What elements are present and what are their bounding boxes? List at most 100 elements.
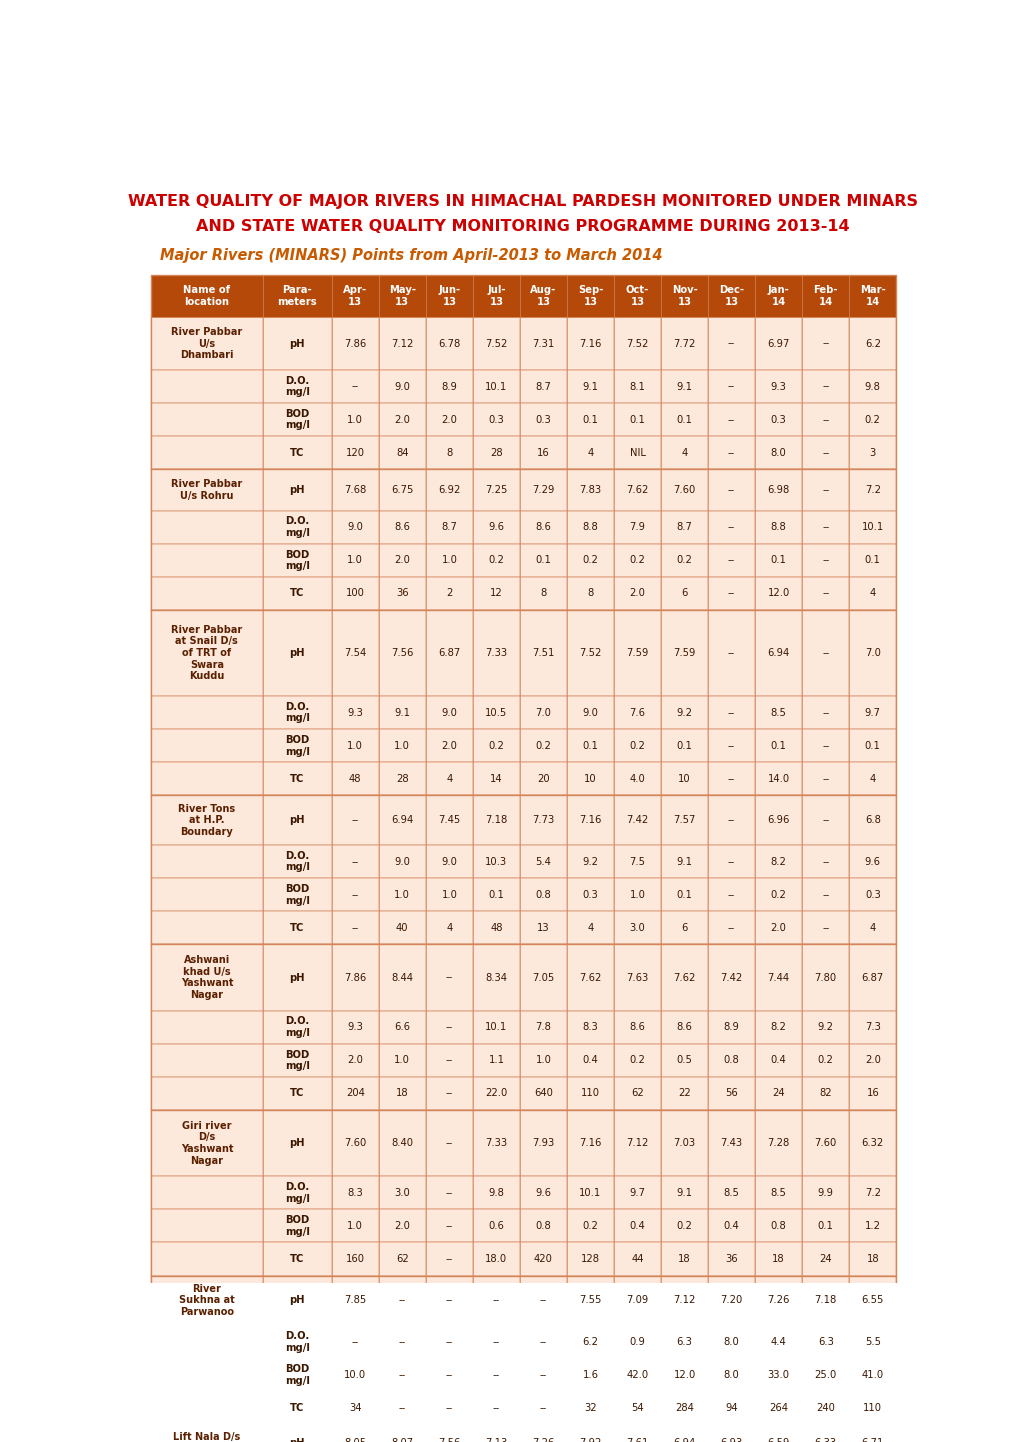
Bar — [613, 577, 660, 610]
Bar — [263, 1276, 331, 1325]
Text: 7.72: 7.72 — [673, 339, 695, 349]
Text: --: -- — [492, 1295, 499, 1305]
Text: BOD
mg/l: BOD mg/l — [284, 884, 310, 906]
Bar — [473, 845, 520, 878]
Text: 7.86: 7.86 — [343, 972, 366, 982]
Bar — [425, 1044, 473, 1077]
Text: 9.7: 9.7 — [864, 708, 880, 718]
Text: 9.0: 9.0 — [394, 857, 410, 867]
Bar — [473, 317, 520, 371]
Text: 110: 110 — [581, 1089, 599, 1099]
Text: 7.29: 7.29 — [532, 485, 554, 495]
Bar — [263, 610, 331, 696]
Bar — [567, 371, 613, 404]
Bar — [567, 1110, 613, 1177]
Bar — [849, 763, 896, 796]
Bar — [331, 1243, 378, 1276]
Bar — [849, 1276, 896, 1325]
Bar — [567, 469, 613, 510]
Bar — [754, 437, 801, 469]
Bar — [331, 696, 378, 730]
Bar — [378, 1011, 425, 1044]
Bar — [613, 1243, 660, 1276]
Bar — [331, 544, 378, 577]
Bar — [425, 1243, 473, 1276]
Bar — [707, 911, 754, 945]
Bar — [801, 1177, 849, 1210]
Bar — [331, 610, 378, 696]
Bar — [520, 1325, 567, 1358]
Text: 8: 8 — [587, 588, 593, 598]
Text: --: -- — [821, 741, 828, 751]
Text: --: -- — [492, 1403, 499, 1413]
Text: 8.9: 8.9 — [723, 1022, 739, 1032]
Bar — [801, 1110, 849, 1177]
Text: 7.6: 7.6 — [629, 708, 645, 718]
Bar — [263, 437, 331, 469]
Text: 9.2: 9.2 — [582, 857, 598, 867]
Bar — [801, 1210, 849, 1243]
Bar — [849, 1392, 896, 1425]
Bar — [520, 845, 567, 878]
Text: 128: 128 — [581, 1255, 599, 1265]
Bar — [425, 696, 473, 730]
Text: --: -- — [352, 382, 359, 392]
Bar — [520, 878, 567, 911]
Bar — [520, 577, 567, 610]
Text: 6.3: 6.3 — [676, 1337, 692, 1347]
Text: 28: 28 — [489, 448, 502, 457]
Text: 1.0: 1.0 — [346, 555, 363, 565]
Text: 10.1: 10.1 — [485, 382, 507, 392]
Text: 6.75: 6.75 — [390, 485, 413, 495]
Bar — [849, 911, 896, 945]
Text: 84: 84 — [395, 448, 409, 457]
Bar — [660, 1077, 707, 1110]
Bar — [331, 1177, 378, 1210]
Bar — [520, 610, 567, 696]
Bar — [707, 878, 754, 911]
Text: 94: 94 — [725, 1403, 737, 1413]
Text: 6.94: 6.94 — [390, 815, 413, 825]
Text: 10.0: 10.0 — [343, 1370, 366, 1380]
Bar — [849, 404, 896, 437]
Text: 7.2: 7.2 — [864, 485, 880, 495]
Bar — [425, 510, 473, 544]
Bar — [263, 1392, 331, 1425]
Bar — [707, 1358, 754, 1392]
Text: --: -- — [492, 1370, 499, 1380]
Text: --: -- — [821, 382, 828, 392]
Bar — [660, 437, 707, 469]
Bar — [331, 1044, 378, 1077]
Text: --: -- — [821, 708, 828, 718]
Bar — [263, 1210, 331, 1243]
Bar — [378, 796, 425, 845]
Bar — [151, 1110, 263, 1177]
Text: 13: 13 — [537, 923, 549, 933]
Bar — [520, 1276, 567, 1325]
Text: 56: 56 — [725, 1089, 738, 1099]
Bar — [425, 1358, 473, 1392]
Text: --: -- — [728, 382, 735, 392]
Bar — [567, 404, 613, 437]
Text: 0.2: 0.2 — [676, 1221, 692, 1231]
Bar — [425, 845, 473, 878]
Text: 9.0: 9.0 — [441, 708, 457, 718]
Bar — [263, 371, 331, 404]
Text: D.O.
mg/l: D.O. mg/l — [284, 516, 310, 538]
Text: 264: 264 — [768, 1403, 788, 1413]
Text: 7.80: 7.80 — [814, 972, 836, 982]
Text: D.O.
mg/l: D.O. mg/l — [284, 1017, 310, 1038]
Bar — [378, 1358, 425, 1392]
Text: --: -- — [728, 555, 735, 565]
Bar — [520, 1011, 567, 1044]
Bar — [754, 1425, 801, 1442]
Text: 7.33: 7.33 — [485, 1138, 506, 1148]
Bar — [660, 1177, 707, 1210]
Text: --: -- — [539, 1295, 546, 1305]
Bar — [378, 1243, 425, 1276]
Text: 0.1: 0.1 — [676, 415, 692, 425]
Text: 0.1: 0.1 — [770, 741, 786, 751]
Bar — [707, 1044, 754, 1077]
Bar — [801, 610, 849, 696]
Bar — [849, 544, 896, 577]
